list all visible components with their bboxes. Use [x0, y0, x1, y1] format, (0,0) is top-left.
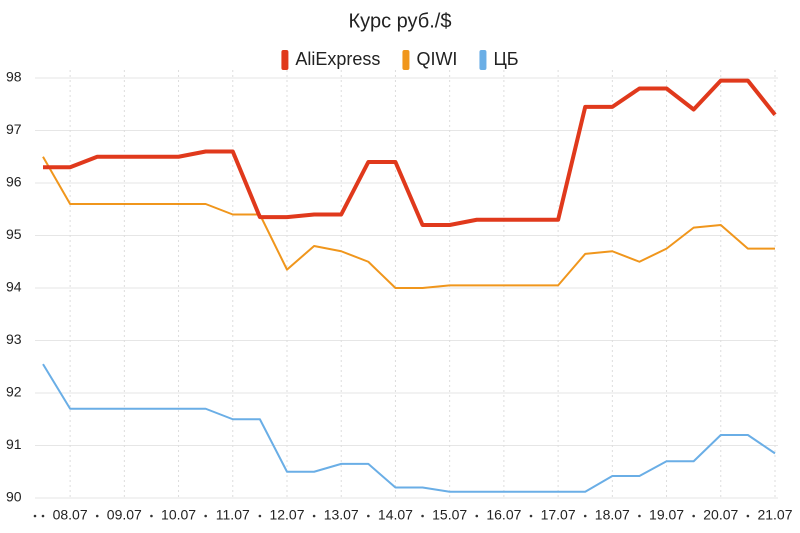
x-tick-dot [583, 514, 587, 518]
x-tick-label: 19.07 [649, 507, 684, 523]
series-line [42, 363, 776, 493]
y-tick-label: 95 [6, 226, 22, 242]
x-tick-dot [692, 514, 695, 518]
y-tick-label: 97 [6, 121, 22, 137]
series-line [42, 156, 775, 289]
y-tick-label: 93 [6, 331, 22, 347]
legend-label: QIWI [416, 49, 457, 69]
x-tick-label: 08.07 [53, 507, 88, 523]
x-tick-dot [746, 514, 750, 518]
x-tick-dot [204, 514, 207, 518]
x-tick-label: 16.07 [486, 507, 521, 523]
x-tick-dot [95, 514, 99, 518]
x-tick-dot [638, 514, 641, 518]
y-tick-label: 91 [6, 436, 22, 452]
series-line [43, 78, 777, 227]
x-tick-label: 10.07 [161, 507, 196, 523]
x-tick-label: 12.07 [269, 507, 304, 523]
x-tick-dot [258, 514, 262, 518]
legend-label: ЦБ [493, 49, 518, 69]
x-tick-label: 09.07 [107, 507, 142, 523]
x-tick-label: 18.07 [595, 507, 630, 523]
x-tick-dot [33, 514, 37, 518]
x-tick-label: 13.07 [324, 507, 359, 523]
x-tick-label: 15.07 [432, 507, 467, 523]
legend: AliExpress QIWI ЦБ [281, 49, 519, 70]
y-tick-label: 98 [6, 69, 22, 85]
x-tick-dot [312, 514, 316, 518]
x-tick-dot [367, 514, 370, 518]
legend-swatch [281, 50, 289, 70]
x-tick-label: 17.07 [541, 507, 576, 523]
x-tick-label: 14.07 [378, 507, 413, 523]
x-tick-dot [475, 514, 479, 518]
legend-swatch [402, 50, 410, 70]
x-tick-label: 11.07 [216, 507, 250, 523]
chart-title: Курс руб./$ [349, 10, 452, 32]
x-tick-dot [150, 514, 153, 518]
legend-label: AliExpress [295, 49, 380, 69]
x-tick-label: 21.07 [757, 507, 792, 523]
y-tick-label: 92 [6, 384, 22, 400]
legend-swatch [479, 50, 487, 70]
y-tick-label: 90 [6, 489, 22, 505]
x-tick-label: 20.07 [703, 507, 738, 523]
y-tick-label: 96 [6, 174, 22, 190]
x-tick-dot [529, 514, 533, 518]
x-tick-dot [421, 514, 424, 518]
x-tick-dot [41, 514, 45, 518]
y-tick-label: 94 [6, 279, 22, 295]
